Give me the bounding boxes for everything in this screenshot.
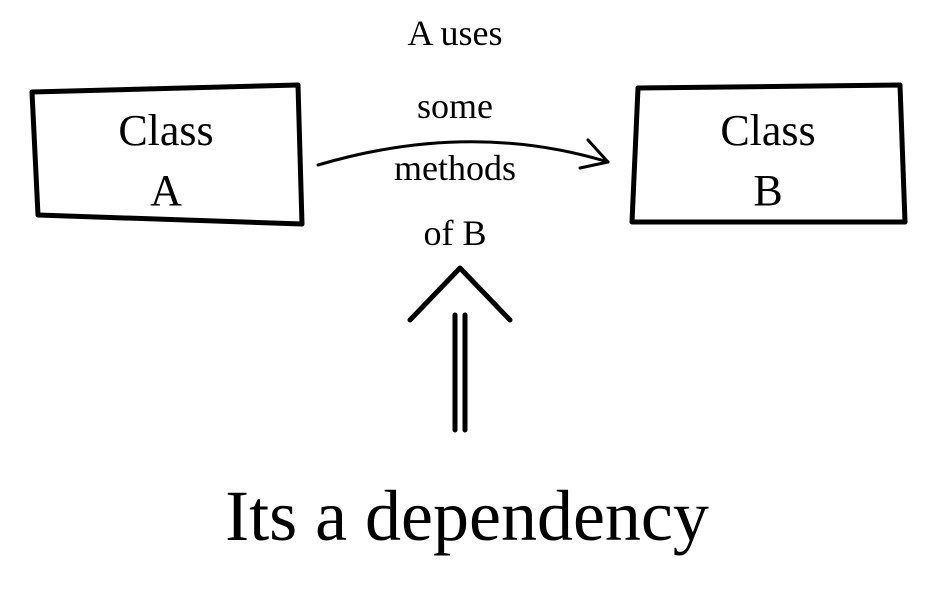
class-a-label-1: Class	[118, 106, 213, 155]
class-b-label-2: B	[753, 166, 782, 215]
class-a-label-2: A	[150, 166, 182, 215]
relation-text-1: A uses	[407, 13, 502, 53]
relation-text-3: methods	[394, 148, 516, 188]
class-b-label-1: Class	[720, 106, 815, 155]
caption-text: Its a dependency	[225, 476, 709, 556]
relation-text-2: some	[417, 86, 493, 126]
pointer-arrow	[410, 268, 510, 430]
dependency-diagram: Class A Class B A uses some methods of B…	[0, 0, 934, 600]
relation-text-4: of B	[424, 213, 487, 253]
